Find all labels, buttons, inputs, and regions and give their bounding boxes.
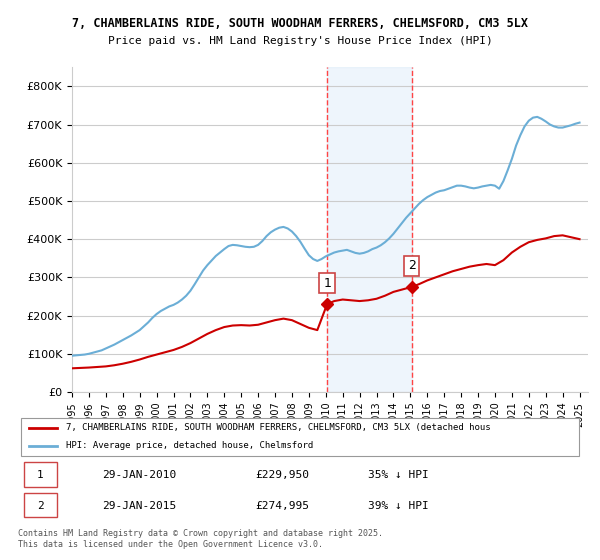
Text: 7, CHAMBERLAINS RIDE, SOUTH WOODHAM FERRERS, CHELMSFORD, CM3 5LX: 7, CHAMBERLAINS RIDE, SOUTH WOODHAM FERR… <box>72 17 528 30</box>
Text: 1: 1 <box>323 277 331 290</box>
Text: 2: 2 <box>408 259 416 272</box>
Text: £274,995: £274,995 <box>255 501 309 511</box>
Text: 35% ↓ HPI: 35% ↓ HPI <box>368 470 428 480</box>
Text: 7, CHAMBERLAINS RIDE, SOUTH WOODHAM FERRERS, CHELMSFORD, CM3 5LX (detached hous: 7, CHAMBERLAINS RIDE, SOUTH WOODHAM FERR… <box>66 423 491 432</box>
Text: 29-JAN-2015: 29-JAN-2015 <box>103 501 177 511</box>
Text: Price paid vs. HM Land Registry's House Price Index (HPI): Price paid vs. HM Land Registry's House … <box>107 36 493 46</box>
FancyBboxPatch shape <box>21 418 579 456</box>
Text: 39% ↓ HPI: 39% ↓ HPI <box>368 501 428 511</box>
Text: Contains HM Land Registry data © Crown copyright and database right 2025.
This d: Contains HM Land Registry data © Crown c… <box>18 529 383 549</box>
Text: 29-JAN-2010: 29-JAN-2010 <box>103 470 177 480</box>
FancyBboxPatch shape <box>23 493 58 517</box>
Text: 2: 2 <box>37 501 44 511</box>
Text: HPI: Average price, detached house, Chelmsford: HPI: Average price, detached house, Chel… <box>66 441 313 450</box>
Bar <box>327 67 412 392</box>
Text: 1: 1 <box>37 470 44 480</box>
Text: £229,950: £229,950 <box>255 470 309 480</box>
FancyBboxPatch shape <box>23 463 58 487</box>
